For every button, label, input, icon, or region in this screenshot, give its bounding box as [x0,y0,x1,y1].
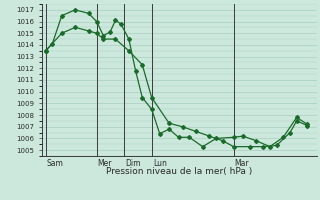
Text: Sam: Sam [47,159,64,168]
Text: Mar: Mar [235,159,249,168]
Text: Lun: Lun [153,159,167,168]
X-axis label: Pression niveau de la mer( hPa ): Pression niveau de la mer( hPa ) [106,167,252,176]
Text: Mer: Mer [98,159,112,168]
Text: Dim: Dim [125,159,141,168]
